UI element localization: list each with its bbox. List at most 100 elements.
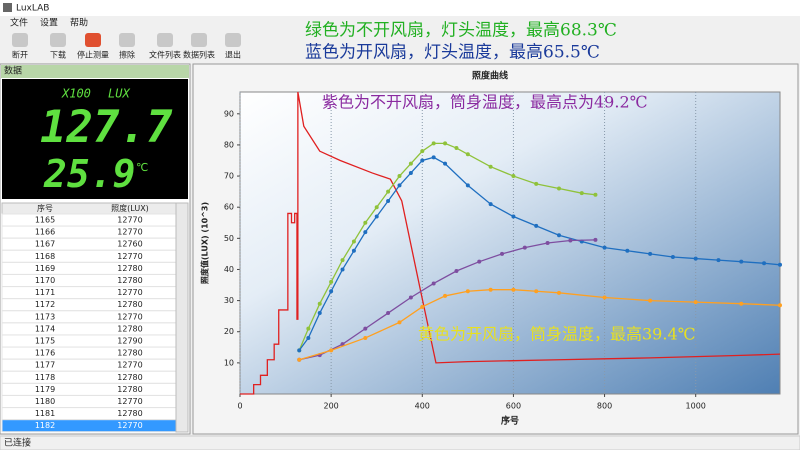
data-point	[443, 161, 448, 166]
table-cell: 1176	[35, 349, 55, 358]
toolbar-label[interactable]: 断开	[12, 50, 28, 60]
table-cell: 1178	[35, 373, 55, 382]
data-point	[693, 300, 698, 305]
table-cell: 1182	[35, 421, 55, 430]
table-cell: 1181	[35, 409, 55, 418]
table-row[interactable]	[1, 395, 177, 408]
toolbar-icon[interactable]	[50, 33, 66, 47]
menu-item[interactable]: 文件	[10, 17, 28, 29]
table-cell: 12760	[117, 240, 142, 249]
data-point	[340, 267, 345, 272]
table-cell: 12780	[117, 276, 142, 285]
toolbar-label[interactable]: 下载	[50, 50, 66, 60]
table-row[interactable]	[1, 310, 177, 324]
table-row[interactable]	[1, 249, 177, 263]
data-point	[351, 248, 356, 253]
data-point	[329, 289, 334, 294]
column-header: 序号	[37, 203, 53, 213]
annotation: 紫色为不开风扇，筒身温度，最高点为49.2℃	[322, 93, 648, 112]
table-row[interactable]	[1, 334, 177, 348]
data-point	[602, 245, 607, 250]
table-row[interactable]	[1, 358, 177, 372]
series-line	[240, 91, 781, 395]
toolbar-label[interactable]: 退出	[225, 50, 241, 60]
table-row[interactable]	[1, 407, 177, 421]
toolbar-label[interactable]: 数据列表	[183, 50, 215, 60]
plot-area	[239, 91, 781, 395]
toolbar-label[interactable]: 擦除	[119, 50, 135, 60]
data-point	[648, 298, 653, 303]
data-point	[443, 293, 448, 298]
menu-bar: 文件 设置 帮助	[10, 17, 88, 29]
data-point	[488, 202, 493, 207]
data-point	[739, 301, 744, 306]
data-point	[420, 304, 425, 309]
menu-item[interactable]: 设置	[40, 18, 58, 29]
table-row[interactable]	[1, 225, 177, 239]
data-point	[511, 174, 516, 179]
table-row[interactable]	[1, 274, 177, 287]
table-cell: 12770	[117, 252, 142, 261]
data-point	[397, 174, 402, 179]
table-cell: 1169	[35, 264, 55, 273]
data-point	[778, 262, 782, 267]
toolbar-icon[interactable]	[119, 33, 135, 47]
table-row[interactable]	[1, 213, 177, 227]
data-point	[363, 220, 368, 225]
table-cell: 1171	[35, 288, 55, 297]
table-row[interactable]	[1, 286, 177, 300]
toolbar-icon[interactable]	[12, 33, 28, 47]
data-point	[329, 348, 334, 353]
table-cell: 12790	[117, 337, 142, 346]
table-cell: 1168	[35, 252, 55, 261]
toolbar-icon[interactable]	[157, 33, 173, 47]
menu-item[interactable]: 帮助	[70, 17, 88, 29]
display-multiplier: X100	[61, 87, 91, 101]
data-point	[556, 233, 561, 238]
table-cell: 12780	[117, 373, 142, 382]
data-table: 序号 照度(LUX) 1165 12770 1166 12770 1167 12760 1168…	[1, 202, 177, 433]
table-row[interactable]	[1, 370, 177, 384]
data-point	[397, 183, 402, 188]
panel-header	[1, 65, 189, 78]
toolbar-icon[interactable]	[225, 33, 241, 47]
table-row[interactable]	[1, 322, 177, 336]
table-row[interactable]	[1, 298, 177, 312]
table-row[interactable]	[1, 382, 177, 396]
display-temp: 25.9	[43, 152, 136, 196]
data-point	[593, 192, 598, 197]
data-point	[693, 256, 698, 261]
data-point	[568, 238, 573, 243]
app-icon	[3, 3, 12, 12]
table-row[interactable]	[1, 261, 177, 275]
table-row[interactable]	[1, 419, 177, 433]
data-point	[386, 189, 391, 194]
data-point	[648, 251, 653, 256]
table-row[interactable]	[1, 346, 177, 360]
y-tick-label: 30	[224, 296, 234, 305]
annotation: 黄色为开风扇，筒身温度，最高39.4℃	[418, 325, 696, 344]
data-point	[340, 342, 345, 347]
data-point	[329, 279, 334, 284]
series-line	[298, 142, 596, 351]
chart-title: 照度曲线	[472, 70, 508, 82]
toolbar-label[interactable]: 停止测量	[77, 50, 109, 60]
x-tick-label: 1000	[686, 402, 706, 411]
x-tick-label: 200	[323, 402, 338, 411]
table-cell: 12780	[117, 349, 142, 358]
toolbar-icon[interactable]	[191, 33, 207, 47]
scrollbar[interactable]	[175, 202, 189, 433]
data-point	[363, 326, 368, 331]
table-header	[1, 202, 177, 215]
y-tick-label: 50	[224, 234, 234, 243]
data-point	[511, 214, 516, 219]
toolbar-label[interactable]: 文件列表	[149, 50, 181, 60]
data-point	[602, 295, 607, 300]
x-axis-label: 序号	[501, 415, 519, 427]
table-row[interactable]	[1, 237, 177, 251]
data-point	[670, 255, 675, 260]
data-point	[443, 141, 448, 146]
table-cell: 12770	[117, 421, 142, 430]
toolbar-icon[interactable]	[85, 33, 101, 47]
display	[2, 79, 188, 199]
